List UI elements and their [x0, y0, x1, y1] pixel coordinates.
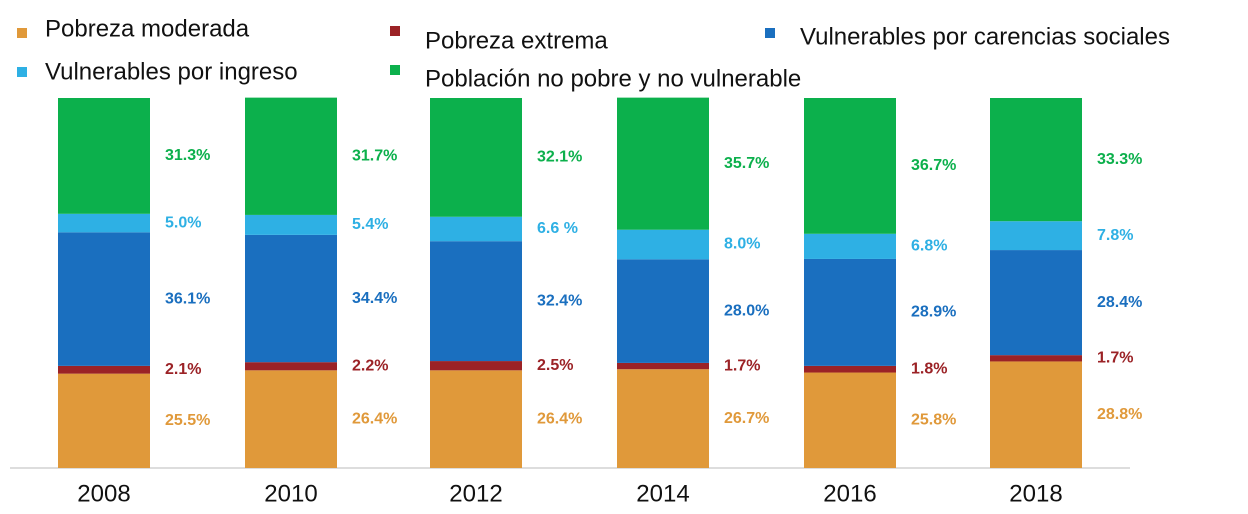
data-label: 32.4% — [537, 292, 582, 309]
bar-segment — [58, 98, 150, 214]
bar-segment — [430, 361, 522, 371]
data-label: 1.7% — [1097, 350, 1133, 367]
x-tick-label: 2008 — [77, 480, 130, 507]
bar-segment — [617, 369, 709, 468]
bar-segment — [245, 362, 337, 371]
bar-segment — [990, 250, 1082, 356]
legend-swatch — [17, 28, 27, 38]
bar-segment — [430, 98, 522, 217]
x-tick-label: 2010 — [264, 480, 317, 507]
bar-segment — [617, 97, 709, 230]
data-label: 7.8% — [1097, 227, 1133, 244]
bar-segment — [58, 373, 150, 468]
data-label: 36.7% — [911, 157, 956, 174]
legend-label: Vulnerables por ingreso — [45, 58, 298, 85]
bar-segment — [804, 372, 896, 468]
data-label: 25.5% — [165, 412, 210, 429]
data-label: 31.3% — [165, 147, 210, 164]
data-label: 2.5% — [537, 357, 573, 374]
data-label: 28.8% — [1097, 406, 1142, 423]
data-label: 34.4% — [352, 290, 397, 307]
data-label: 31.7% — [352, 147, 397, 164]
data-label: 5.4% — [352, 216, 388, 233]
bar-segment — [617, 362, 709, 370]
data-label: 28.9% — [911, 304, 956, 321]
data-label: 32.1% — [537, 149, 582, 166]
bar-segment — [245, 370, 337, 468]
bar-segment — [990, 361, 1082, 468]
legend-swatch — [17, 67, 27, 77]
bar-segment — [990, 355, 1082, 362]
data-label: 25.8% — [911, 411, 956, 428]
legend-swatch — [390, 26, 400, 36]
data-label: 8.0% — [724, 236, 760, 253]
data-label: 35.7% — [724, 155, 769, 172]
data-label: 26.7% — [724, 410, 769, 427]
bar-segment — [430, 241, 522, 362]
bar-segment — [617, 259, 709, 363]
bar-segment — [245, 234, 337, 363]
legend-label: Pobreza extrema — [425, 27, 608, 54]
bar-segment — [990, 98, 1082, 222]
legend-label: Población no pobre y no vulnerable — [425, 65, 801, 92]
bar-segment — [430, 216, 522, 242]
data-label: 36.1% — [165, 290, 210, 307]
data-label: 6.8% — [911, 238, 947, 255]
data-label: 2.2% — [352, 357, 388, 374]
data-label: 1.7% — [724, 357, 760, 374]
legend-label: Vulnerables por carencias sociales — [800, 23, 1170, 50]
bar-segment — [804, 365, 896, 373]
legend-swatch — [390, 65, 400, 75]
bar-segment — [58, 213, 150, 233]
legend-label: Pobreza moderada — [45, 15, 250, 42]
bar-segment — [245, 214, 337, 235]
data-label: 1.8% — [911, 360, 947, 377]
data-label: 28.4% — [1097, 294, 1142, 311]
bar-segment — [245, 97, 337, 215]
data-label: 5.0% — [165, 214, 201, 231]
data-label: 28.0% — [724, 302, 769, 319]
data-label: 26.4% — [537, 410, 582, 427]
data-label: 2.1% — [165, 361, 201, 378]
x-tick-label: 2012 — [449, 480, 502, 507]
bar-segment — [58, 232, 150, 366]
x-tick-label: 2018 — [1009, 480, 1062, 507]
data-label: 33.3% — [1097, 151, 1142, 168]
x-tick-label: 2016 — [823, 480, 876, 507]
bar-segment — [804, 258, 896, 366]
x-tick-label: 2014 — [636, 480, 689, 507]
data-label: 26.4% — [352, 410, 397, 427]
legend-swatch — [765, 28, 775, 38]
bar-segment — [804, 98, 896, 234]
bar-segment — [804, 233, 896, 259]
bar-segment — [617, 229, 709, 260]
data-label: 6.6 % — [537, 220, 578, 237]
bar-segment — [430, 370, 522, 468]
bar-segment — [58, 365, 150, 374]
bar-segment — [990, 221, 1082, 251]
